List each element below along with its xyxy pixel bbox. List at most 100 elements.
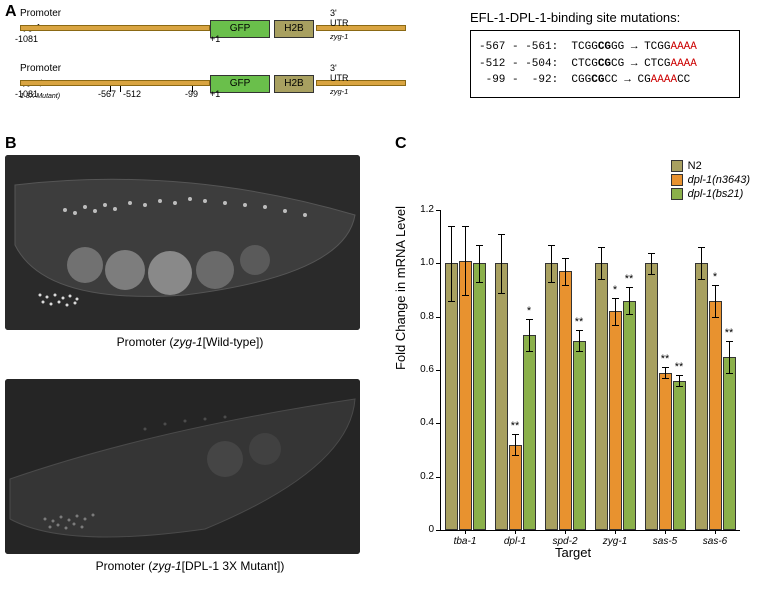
legend-text: dpl-1(n3643) — [688, 174, 750, 186]
error-cap — [726, 341, 733, 342]
legend-swatch — [671, 174, 683, 186]
x-tick-label: sas-6 — [690, 536, 740, 547]
error-cap — [562, 258, 569, 259]
y-tick — [436, 263, 440, 264]
legend-item: dpl-1(n3643) — [671, 174, 750, 186]
legend-text: N2 — [688, 160, 702, 172]
utr-sub: zyg-1 — [330, 32, 348, 41]
bar — [523, 335, 536, 530]
error-cap — [448, 226, 455, 227]
legend-item: N2 — [671, 160, 750, 172]
x-tick-label: sas-5 — [640, 536, 690, 547]
bar — [695, 263, 708, 530]
error-cap — [448, 301, 455, 302]
micrograph-wt — [5, 155, 360, 330]
utr-text-2: 3' UTR — [330, 63, 349, 83]
promoter-bar-2 — [20, 80, 210, 86]
legend-text: dpl-1(bs21) — [688, 188, 744, 200]
promoter-text: Promoter — [20, 8, 61, 19]
x-tick — [665, 530, 666, 534]
bar — [545, 263, 558, 530]
promoter-bar-1 — [20, 25, 210, 31]
bar — [473, 263, 486, 530]
significance-mark: ** — [507, 420, 524, 432]
error-cap — [526, 319, 533, 320]
tick-1081-1: -1081 — [15, 34, 38, 44]
utr-label-1: 3' UTR zyg-1 — [330, 8, 349, 41]
bar — [723, 357, 736, 530]
y-tick — [436, 370, 440, 371]
error-cap — [662, 378, 669, 379]
error-bar — [529, 319, 530, 351]
x-tick-label: tba-1 — [440, 536, 490, 547]
tick-567: -567 — [98, 89, 116, 99]
significance-mark: * — [607, 284, 624, 296]
error-cap — [648, 253, 655, 254]
y-axis — [440, 210, 441, 530]
y-tick-label: 0.2 — [409, 471, 434, 482]
y-tick-label: 1.2 — [409, 204, 434, 215]
significance-mark: * — [707, 271, 724, 283]
y-tick-label: 1.0 — [409, 257, 434, 268]
error-bar — [479, 245, 480, 282]
error-cap — [648, 274, 655, 275]
error-bar — [565, 258, 566, 285]
chart-legend: N2 dpl-1(n3643) dpl-1(bs21) — [671, 160, 750, 202]
bar — [573, 341, 586, 530]
y-tick-label: 0.6 — [409, 364, 434, 375]
promoter-text-2: Promoter — [20, 63, 61, 74]
bar — [559, 271, 572, 530]
x-axis — [440, 530, 740, 531]
y-tick-label: 0.8 — [409, 311, 434, 322]
error-cap — [676, 375, 683, 376]
y-tick — [436, 530, 440, 531]
significance-mark: * — [521, 305, 538, 317]
h2b-box-2: H2B — [274, 75, 314, 93]
error-cap — [598, 279, 605, 280]
legend-swatch — [671, 188, 683, 200]
error-bar — [665, 367, 666, 378]
legend-item: dpl-1(bs21) — [671, 188, 750, 200]
y-tick — [436, 477, 440, 478]
y-tick — [436, 317, 440, 318]
utr-text: 3' UTR — [330, 8, 349, 28]
error-cap — [498, 293, 505, 294]
bar — [595, 263, 608, 530]
error-cap — [548, 245, 555, 246]
y-tick — [436, 423, 440, 424]
y-tick-label: 0 — [409, 524, 434, 535]
error-bar — [629, 287, 630, 314]
micrograph-caption-1: Promoter (zyg-1[Wild-type]) — [5, 335, 375, 349]
error-bar — [465, 226, 466, 295]
error-cap — [476, 282, 483, 283]
error-bar — [601, 247, 602, 279]
significance-mark: ** — [721, 327, 738, 339]
bar — [645, 263, 658, 530]
bar — [609, 311, 622, 530]
significance-mark: ** — [621, 273, 638, 285]
error-cap — [626, 287, 633, 288]
bar — [445, 263, 458, 530]
error-cap — [698, 247, 705, 248]
error-bar — [551, 245, 552, 282]
tick-99: -99 — [185, 89, 198, 99]
y-tick — [436, 210, 440, 211]
x-tick — [715, 530, 716, 534]
error-cap — [676, 386, 683, 387]
significance-mark: ** — [671, 361, 688, 373]
error-cap — [548, 282, 555, 283]
error-cap — [626, 314, 633, 315]
mutation-row-2: -512 - -504: CTCGCGCG → CTCGAAAA — [479, 56, 731, 73]
y-tick-label: 0.4 — [409, 417, 434, 428]
tick-plus1-2: +1 — [210, 89, 220, 99]
bar — [495, 263, 508, 530]
error-bar — [701, 247, 702, 279]
error-cap — [576, 330, 583, 331]
bar — [673, 381, 686, 530]
error-bar — [615, 298, 616, 325]
x-tick — [615, 530, 616, 534]
error-cap — [576, 351, 583, 352]
error-cap — [462, 226, 469, 227]
error-cap — [726, 373, 733, 374]
tick-plus1-1: +1 — [210, 34, 220, 44]
